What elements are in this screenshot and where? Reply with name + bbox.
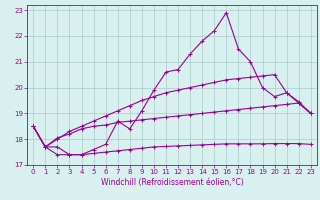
X-axis label: Windchill (Refroidissement éolien,°C): Windchill (Refroidissement éolien,°C)	[100, 178, 244, 187]
